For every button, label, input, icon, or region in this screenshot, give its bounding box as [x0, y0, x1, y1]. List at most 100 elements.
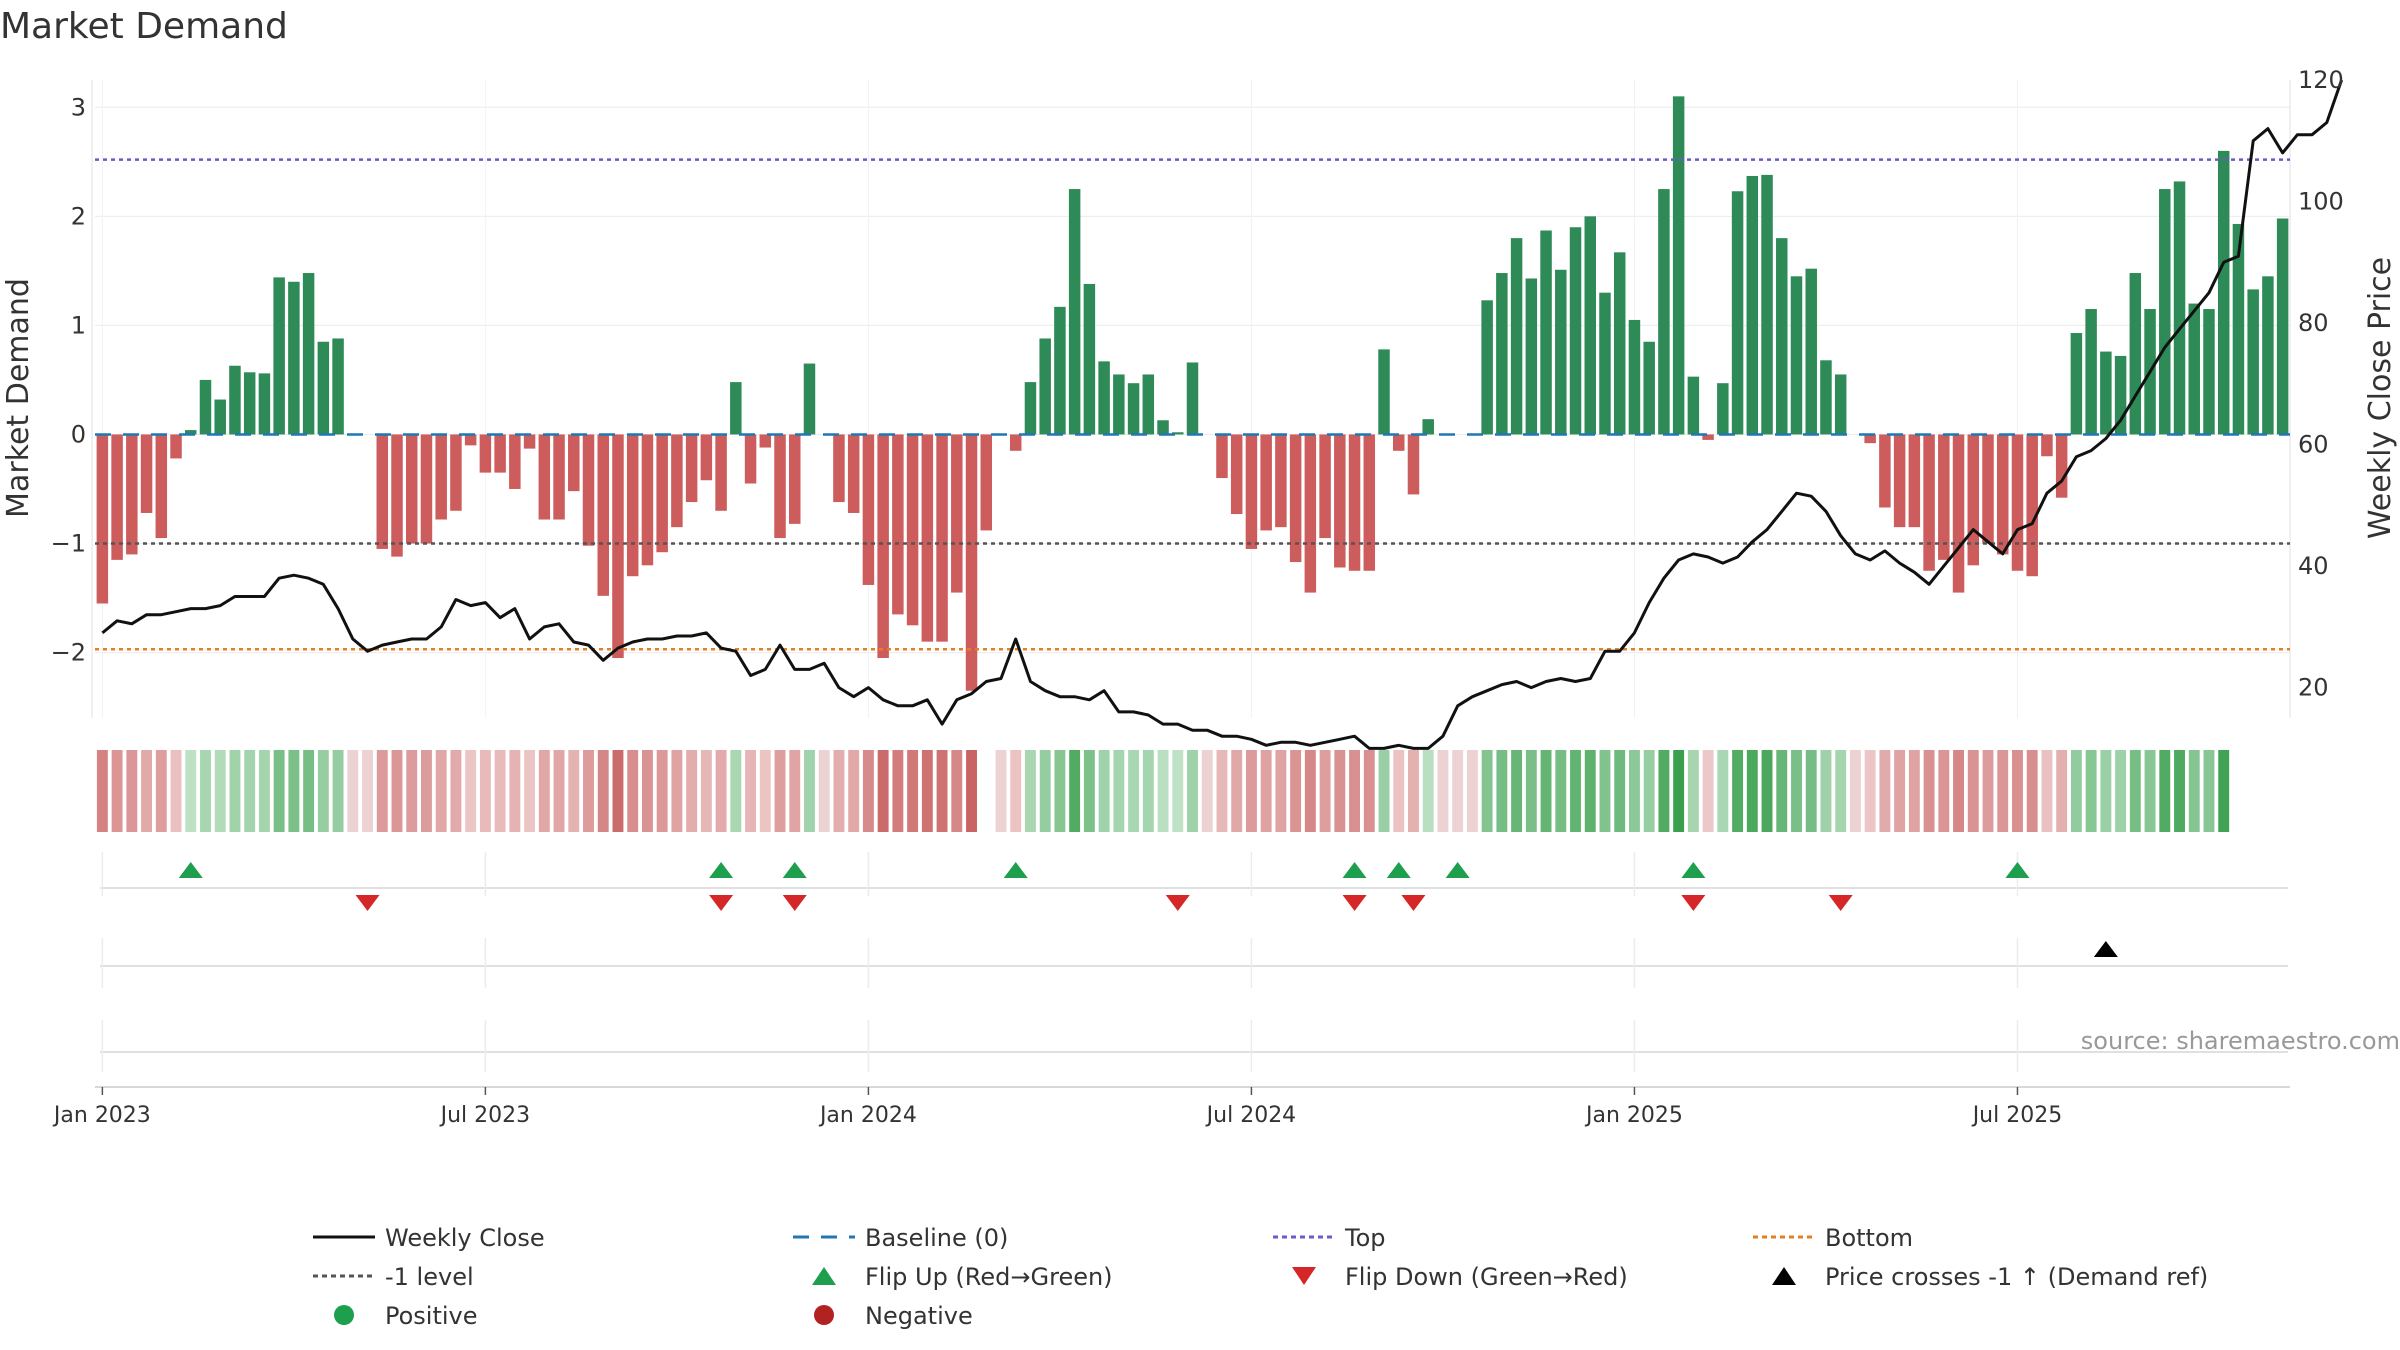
demand-bar-positive [1024, 382, 1037, 435]
demand-bar-positive [317, 341, 330, 435]
band-cell [774, 750, 786, 832]
demand-bar-positive [1658, 189, 1670, 435]
flip-up-marker [1445, 862, 1470, 878]
band-cell [907, 750, 919, 832]
flip-down-marker [1342, 895, 1367, 911]
band-cell [126, 750, 138, 832]
band-cell [1761, 750, 1773, 832]
flip-down-marker [782, 895, 807, 911]
band-cell [730, 750, 742, 832]
band-cell [2041, 750, 2053, 832]
band-cell [1628, 750, 1640, 832]
band-cell [1570, 750, 1581, 832]
demand-bar-negative [96, 434, 109, 604]
flip-down-marker [1828, 895, 1853, 911]
demand-bar-positive [1643, 341, 1655, 435]
demand-bar-negative [1864, 434, 1876, 444]
demand-bar-negative [1407, 434, 1420, 495]
demand-bar-negative [1967, 434, 1980, 566]
band-cell [1997, 750, 2009, 832]
demand-bar-negative [656, 434, 668, 553]
demand-bar-negative [936, 434, 948, 642]
demand-bar-negative [1216, 434, 1228, 479]
band-cell [597, 750, 609, 832]
demand-bars [96, 96, 2289, 691]
band-cell [1054, 750, 1066, 832]
demand-bar-negative [789, 434, 801, 524]
demand-bar-positive [1584, 216, 1596, 435]
demand-bar-negative [921, 434, 934, 642]
band-cell [1923, 750, 1935, 832]
demand-bar-negative [553, 434, 565, 520]
demand-bar-negative [671, 434, 683, 528]
demand-bar-negative [155, 434, 168, 539]
band-cell [1260, 750, 1272, 832]
demand-bar-negative [523, 434, 536, 449]
weekly-close-line [101, 79, 2344, 750]
demand-bar-positive [2262, 276, 2274, 435]
band-cell [1393, 750, 1405, 832]
band-cell [1098, 750, 1110, 832]
band-cell [1967, 750, 1979, 832]
band-cell [141, 750, 153, 832]
y-tick-right: 100 [2298, 188, 2344, 216]
band-cell [1614, 750, 1626, 832]
y-tick-left: 2 [71, 202, 86, 230]
demand-bar-negative [405, 434, 418, 544]
demand-bar-negative [1923, 434, 1935, 571]
band-cell [1953, 750, 1964, 832]
demand-bar-negative [1996, 434, 2009, 555]
demand-bar-positive [2070, 333, 2083, 435]
demand-bar-positive [1127, 383, 1140, 435]
flip-down-marker [1165, 895, 1190, 911]
demand-bar-negative [2011, 434, 2024, 571]
demand-bar-negative [877, 434, 889, 659]
band-cell [921, 750, 933, 832]
band-cell [479, 750, 491, 832]
x-ticks: Jan 2023 Jul 2023 Jan 2024 Jul 2024 Jan 2025… [52, 1087, 2062, 1128]
demand-bar-positive [1569, 227, 1582, 435]
band-cell [258, 750, 270, 832]
band-cell [1938, 750, 1950, 832]
demand-bar-positive [214, 399, 226, 435]
band-cell [1172, 750, 1184, 832]
demand-bar-positive [1790, 276, 1803, 435]
band-cell [804, 750, 815, 832]
band-cell [951, 750, 963, 832]
band-cell [2026, 750, 2038, 832]
legend: Weekly Close Baseline (0) Top Bottom -1 leve… [313, 1224, 2208, 1330]
demand-bar-negative [435, 434, 447, 520]
legend-label: -1 level [385, 1263, 474, 1291]
band-cell [303, 750, 315, 832]
weekly-close-series [101, 79, 2344, 750]
demand-bar-negative [774, 434, 786, 539]
x-tick-label: Jan 2023 [52, 1103, 151, 1128]
demand-bar-positive [1731, 191, 1744, 435]
demand-bar-positive [2232, 223, 2245, 435]
demand-bar-negative [1893, 434, 1906, 528]
demand-bar-negative [1879, 434, 1891, 508]
band-cell [494, 750, 506, 832]
demand-bar-positive [288, 281, 300, 435]
demand-bar-negative [597, 434, 609, 596]
demand-bar-positive [2159, 189, 2171, 435]
price-cross-marker [2093, 941, 2118, 957]
y-tick-right: 80 [2298, 309, 2329, 337]
band-cell [553, 750, 565, 832]
demand-bar-negative [847, 434, 860, 513]
demand-bar-negative [980, 434, 993, 531]
band-cell [96, 750, 108, 832]
x-tick-label: Jan 2025 [1584, 1103, 1683, 1128]
legend-label: Price crosses -1 ↑ (Demand ref) [1825, 1263, 2208, 1291]
band-cell [376, 750, 388, 832]
band-cell [509, 750, 521, 832]
band-cell [2144, 750, 2156, 832]
band-cell [1599, 750, 1611, 832]
demand-bar-positive [1834, 374, 1847, 435]
demand-heat-band [96, 750, 2230, 832]
legend-label: Flip Down (Green→Red) [1345, 1263, 1628, 1291]
band-cell [317, 750, 329, 832]
band-cell [1157, 750, 1169, 832]
demand-bar-negative [568, 434, 580, 492]
y-tick-right: 60 [2298, 431, 2329, 459]
